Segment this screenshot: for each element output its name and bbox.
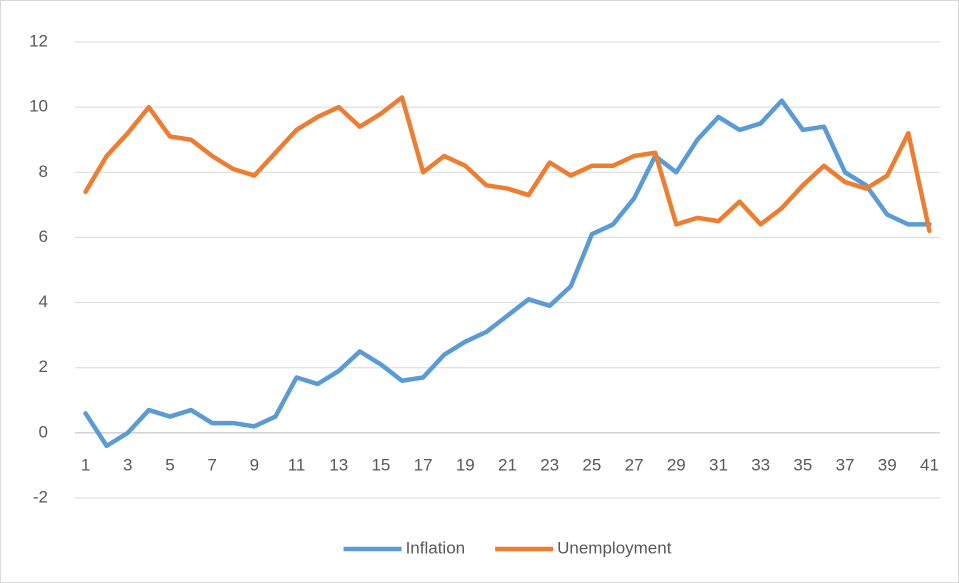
y-tick-label: -2 (33, 487, 48, 506)
x-tick-label: 37 (836, 455, 855, 474)
x-tick-label: 41 (920, 455, 939, 474)
x-tick-label: 9 (250, 455, 259, 474)
y-tick-label: 10 (29, 97, 48, 116)
x-tick-label: 11 (288, 455, 306, 474)
y-tick-label: 0 (39, 422, 48, 441)
x-tick-label: 23 (540, 455, 559, 474)
y-tick-label: 4 (39, 292, 48, 311)
x-tick-label: 5 (165, 455, 174, 474)
x-tick-label: 39 (878, 455, 897, 474)
x-tick-label: 29 (667, 455, 686, 474)
y-tick-label: 6 (39, 227, 48, 246)
x-tick-label: 31 (709, 455, 728, 474)
x-tick-label: 1 (81, 455, 90, 474)
line-series (83, 95, 932, 234)
x-tick-label: 19 (456, 455, 475, 474)
x-tick-label: 35 (793, 455, 812, 474)
legend-label: Unemployment (557, 538, 672, 557)
legend-label: Inflation (406, 538, 466, 557)
y-tick-label: 8 (39, 162, 48, 181)
y-tick-label: 2 (39, 357, 48, 376)
x-tick-label: 15 (371, 455, 390, 474)
x-tick-label: 3 (123, 455, 132, 474)
x-tick-label: 25 (582, 455, 601, 474)
x-tick-label: 7 (207, 455, 216, 474)
x-tick-label: 13 (329, 455, 348, 474)
line-series (83, 98, 932, 449)
y-tick-label: 12 (29, 31, 48, 50)
x-tick-label: 21 (498, 455, 517, 474)
x-tick-label: 33 (751, 455, 770, 474)
x-tick-label: 27 (625, 455, 644, 474)
x-tick-label: 17 (414, 455, 433, 474)
